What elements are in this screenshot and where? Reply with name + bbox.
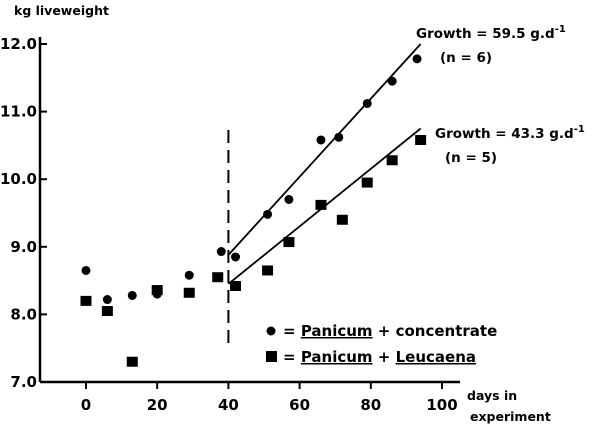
growth-label-concentrate: Growth = 59.5 g.d-1 (n = 6) <box>416 24 566 66</box>
data-point-square <box>212 272 224 283</box>
legend-eq-2: = <box>283 348 296 366</box>
y-tick-label: 7.0 <box>10 373 37 391</box>
n-label-leucaena: (n = 5) <box>445 150 497 166</box>
data-point-square <box>262 265 274 276</box>
data-point-square <box>101 306 113 317</box>
data-point-circle <box>231 252 241 262</box>
data-point-square <box>151 285 163 296</box>
data-point-square <box>283 237 295 248</box>
x-tick-label: 80 <box>360 396 381 414</box>
growth-label-leucaena: Growth = 43.3 g.d-1 (n = 5) <box>435 124 585 166</box>
legend-second-2: Leucaena <box>396 348 476 366</box>
svg-text:Growth = 43.3 g.d-1: Growth = 43.3 g.d-1 <box>435 124 585 142</box>
data-point-square <box>230 281 242 292</box>
growth-text-leucaena: Growth = 43.3 g.d <box>435 126 574 142</box>
growth-exp-concentrate: -1 <box>555 24 566 35</box>
data-point-circle <box>81 265 91 275</box>
data-points <box>80 54 427 367</box>
axes <box>38 37 460 384</box>
data-point-circle <box>184 270 194 280</box>
data-point-square <box>415 134 427 145</box>
x-axis-label-line1: days in <box>467 388 517 403</box>
svg-text:= Panicum + concentrate: = Panicum + concentrate <box>283 322 497 340</box>
data-point-circle <box>263 209 273 219</box>
x-tick-label: 40 <box>218 396 239 414</box>
data-point-square <box>315 199 327 210</box>
legend-second-1: concentrate <box>396 322 498 340</box>
y-tick-label: 8.0 <box>10 305 37 323</box>
data-point-square <box>183 287 195 298</box>
fit-line <box>227 43 422 256</box>
data-point-square <box>336 214 348 225</box>
data-point-circle <box>316 135 326 145</box>
growth-exp-leucaena: -1 <box>574 124 585 135</box>
data-point-square <box>126 356 138 367</box>
data-point-circle <box>284 194 294 204</box>
y-tick-label: 9.0 <box>10 238 37 256</box>
data-point-square <box>361 177 373 188</box>
data-point-square <box>386 155 398 166</box>
data-point-circle <box>387 76 397 86</box>
ticks: 7.0 8.0 9.0 10.0 11.0 12.0 0 20 40 60 80 100 <box>0 35 458 414</box>
legend-item-leucaena: = Panicum + Leucaena <box>266 348 476 366</box>
legend-plus-2: + <box>378 348 391 366</box>
x-tick-label: 60 <box>289 396 310 414</box>
data-point-circle <box>216 247 226 257</box>
legend-eq-1: = <box>283 322 296 340</box>
x-tick-label: 100 <box>426 396 457 414</box>
x-tick-label: 20 <box>147 396 168 414</box>
data-point-square <box>80 295 92 306</box>
y-axis-label: kg liveweight <box>14 3 109 18</box>
legend-marker-square <box>266 351 277 362</box>
data-point-circle <box>334 132 344 142</box>
y-tick-label: 12.0 <box>0 35 37 53</box>
y-tick-label: 11.0 <box>0 103 37 121</box>
legend-plus-1: + <box>378 322 391 340</box>
data-point-circle <box>102 295 112 305</box>
growth-text-concentrate: Growth = 59.5 g.d <box>416 26 555 42</box>
data-point-circle <box>412 54 422 64</box>
legend-first-1: Panicum <box>301 322 373 340</box>
data-point-circle <box>362 98 372 108</box>
data-point-circle <box>127 290 137 300</box>
y-tick-label: 10.0 <box>0 170 37 188</box>
x-axis-label-line2: experiment <box>470 409 551 424</box>
x-tick-label: 0 <box>81 396 91 414</box>
svg-text:= Panicum + Leucaena: = Panicum + Leucaena <box>283 348 476 366</box>
svg-text:Growth = 59.5 g.d-1: Growth = 59.5 g.d-1 <box>416 24 566 42</box>
legend-first-2: Panicum <box>301 348 373 366</box>
legend: = Panicum + concentrate = Panicum + Leuc… <box>266 322 497 366</box>
n-label-concentrate: (n = 6) <box>440 50 492 66</box>
legend-marker-circle <box>266 326 276 336</box>
legend-item-concentrate: = Panicum + concentrate <box>266 322 497 340</box>
